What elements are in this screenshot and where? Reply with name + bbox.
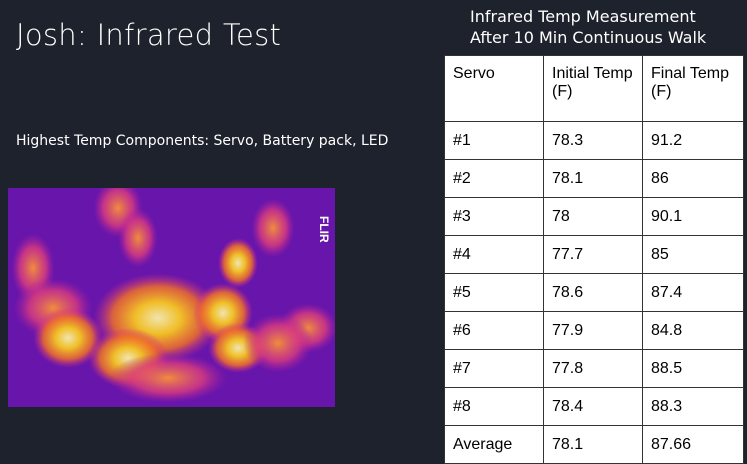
table-cell: #8 — [444, 387, 544, 426]
table-row: #1 78.3 91.2 — [444, 121, 744, 160]
table-row: #4 77.7 85 — [444, 235, 744, 274]
table-row: #2 78.1 86 — [444, 159, 744, 198]
table-row: #8 78.4 88.3 — [444, 387, 744, 426]
table-cell: #7 — [444, 349, 544, 388]
table-cell: 88.5 — [642, 349, 744, 388]
table-cell: 77.7 — [543, 235, 643, 274]
flir-logo: FLIR — [317, 216, 331, 243]
table-cell: Servo — [444, 55, 544, 122]
table-row: Average 78.1 87.66 — [444, 425, 744, 464]
table-cell: 78 — [543, 197, 643, 236]
table-cell: Initial Temp (F) — [543, 55, 643, 122]
table-cell: 78.1 — [543, 159, 643, 198]
table-cell: 77.8 — [543, 349, 643, 388]
table-cell: #3 — [444, 197, 544, 236]
table-cell: 87.66 — [642, 425, 744, 464]
table-cell: 85 — [642, 235, 744, 274]
table-cell: 88.3 — [642, 387, 744, 426]
table-cell: #6 — [444, 311, 544, 350]
table-cell: 91.2 — [642, 121, 744, 160]
table-cell: 78.1 — [543, 425, 643, 464]
table-cell: #5 — [444, 273, 544, 312]
table-cell: 86 — [642, 159, 744, 198]
table-cell: #2 — [444, 159, 544, 198]
caption-line: After 10 Min Continuous Walk — [470, 28, 707, 47]
table-cell: Average — [444, 425, 544, 464]
table-cell: 78.3 — [543, 121, 643, 160]
table-row: #3 78 90.1 — [444, 197, 744, 236]
table-row: Servo Initial Temp (F) Final Temp (F) — [444, 55, 744, 122]
table-row: #6 77.9 84.8 — [444, 311, 744, 350]
table-caption: Infrared Temp Measurement After 10 Min C… — [444, 6, 742, 48]
table-cell: 90.1 — [642, 197, 744, 236]
slide-title: Josh: Infrared Test — [16, 18, 282, 52]
caption-line: Infrared Temp Measurement — [470, 7, 696, 26]
thermal-image: FLIR — [8, 188, 335, 407]
table-row: #5 78.6 87.4 — [444, 273, 744, 312]
subtitle: Highest Temp Components: Servo, Battery … — [16, 133, 389, 149]
table-row: #7 77.8 88.5 — [444, 349, 744, 388]
data-table: Servo Initial Temp (F) Final Temp (F) #1 78.… — [444, 55, 744, 464]
table-cell: Final Temp (F) — [642, 55, 744, 122]
table-cell: 78.4 — [543, 387, 643, 426]
table-cell: 78.6 — [543, 273, 643, 312]
table-cell: 77.9 — [543, 311, 643, 350]
table-cell: 84.8 — [642, 311, 744, 350]
table-cell: 87.4 — [642, 273, 744, 312]
table-cell: #1 — [444, 121, 544, 160]
table-cell: #4 — [444, 235, 544, 274]
